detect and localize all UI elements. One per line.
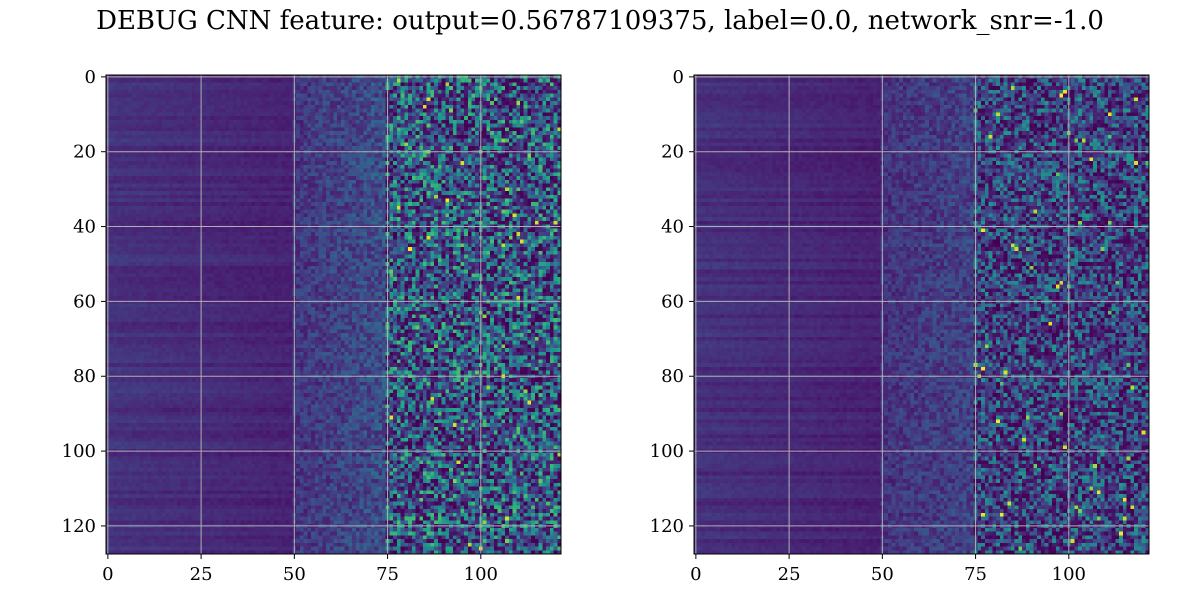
y-axis: 0 20 40 60 80 100 120 [650,67,694,537]
x-tick-label: 75 [964,564,987,585]
heatmap-panel-right: 0 25 50 75 100 0 20 40 60 80 100 120 [650,67,1150,585]
y-tick-label: 20 [661,142,684,163]
x-axis: 0 25 50 75 100 [690,554,1086,585]
y-tick-label: 40 [73,217,96,238]
y-tick-label: 80 [73,366,96,387]
x-tick-label: 50 [283,564,306,585]
heatmap-panel-left: 0 25 50 75 100 0 20 40 60 80 100 120 [62,67,562,585]
y-tick-label: 0 [85,67,96,88]
y-tick-label: 40 [661,217,684,238]
y-tick-label: 120 [62,516,96,537]
x-tick-label: 0 [102,564,113,585]
x-tick-label: 75 [376,564,399,585]
y-tick-label: 60 [73,291,96,312]
y-tick-label: 120 [650,516,684,537]
x-tick-label: 100 [464,564,498,585]
y-tick-label: 0 [673,67,684,88]
y-tick-label: 80 [661,366,684,387]
x-tick-label: 100 [1052,564,1086,585]
x-axis: 0 25 50 75 100 [102,554,498,585]
x-tick-label: 25 [778,564,801,585]
y-tick-label: 100 [650,441,684,462]
y-axis: 0 20 40 60 80 100 120 [62,67,106,537]
x-tick-label: 25 [190,564,213,585]
y-tick-label: 100 [62,441,96,462]
x-tick-label: 0 [690,564,701,585]
y-tick-label: 20 [73,142,96,163]
heatmap-cells [694,75,1149,554]
x-tick-label: 50 [871,564,894,585]
heatmap-cells [106,75,561,554]
y-tick-label: 60 [661,291,684,312]
